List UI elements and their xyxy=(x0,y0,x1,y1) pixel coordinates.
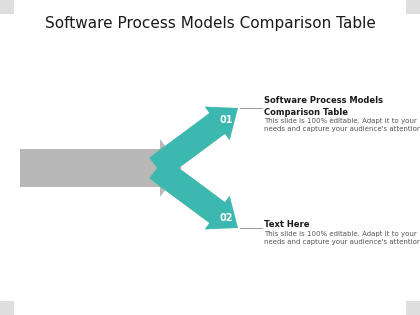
Text: This slide is 100% editable. Adapt it to your
needs and capture your audience's : This slide is 100% editable. Adapt it to… xyxy=(264,118,420,132)
Text: 02: 02 xyxy=(219,213,233,223)
Text: 01: 01 xyxy=(219,115,233,125)
Text: Text Here: Text Here xyxy=(264,220,310,229)
FancyBboxPatch shape xyxy=(0,301,14,315)
Text: Software Process Models
Comparison Table: Software Process Models Comparison Table xyxy=(264,96,383,117)
FancyBboxPatch shape xyxy=(406,0,420,14)
Polygon shape xyxy=(149,113,225,223)
Text: This slide is 100% editable. Adapt it to your
needs and capture your audience's : This slide is 100% editable. Adapt it to… xyxy=(264,231,420,245)
Text: Software Process Models Comparison Table: Software Process Models Comparison Table xyxy=(45,16,375,31)
FancyBboxPatch shape xyxy=(0,0,14,14)
Polygon shape xyxy=(149,158,238,229)
Polygon shape xyxy=(20,139,182,197)
Polygon shape xyxy=(149,106,238,178)
FancyBboxPatch shape xyxy=(406,301,420,315)
